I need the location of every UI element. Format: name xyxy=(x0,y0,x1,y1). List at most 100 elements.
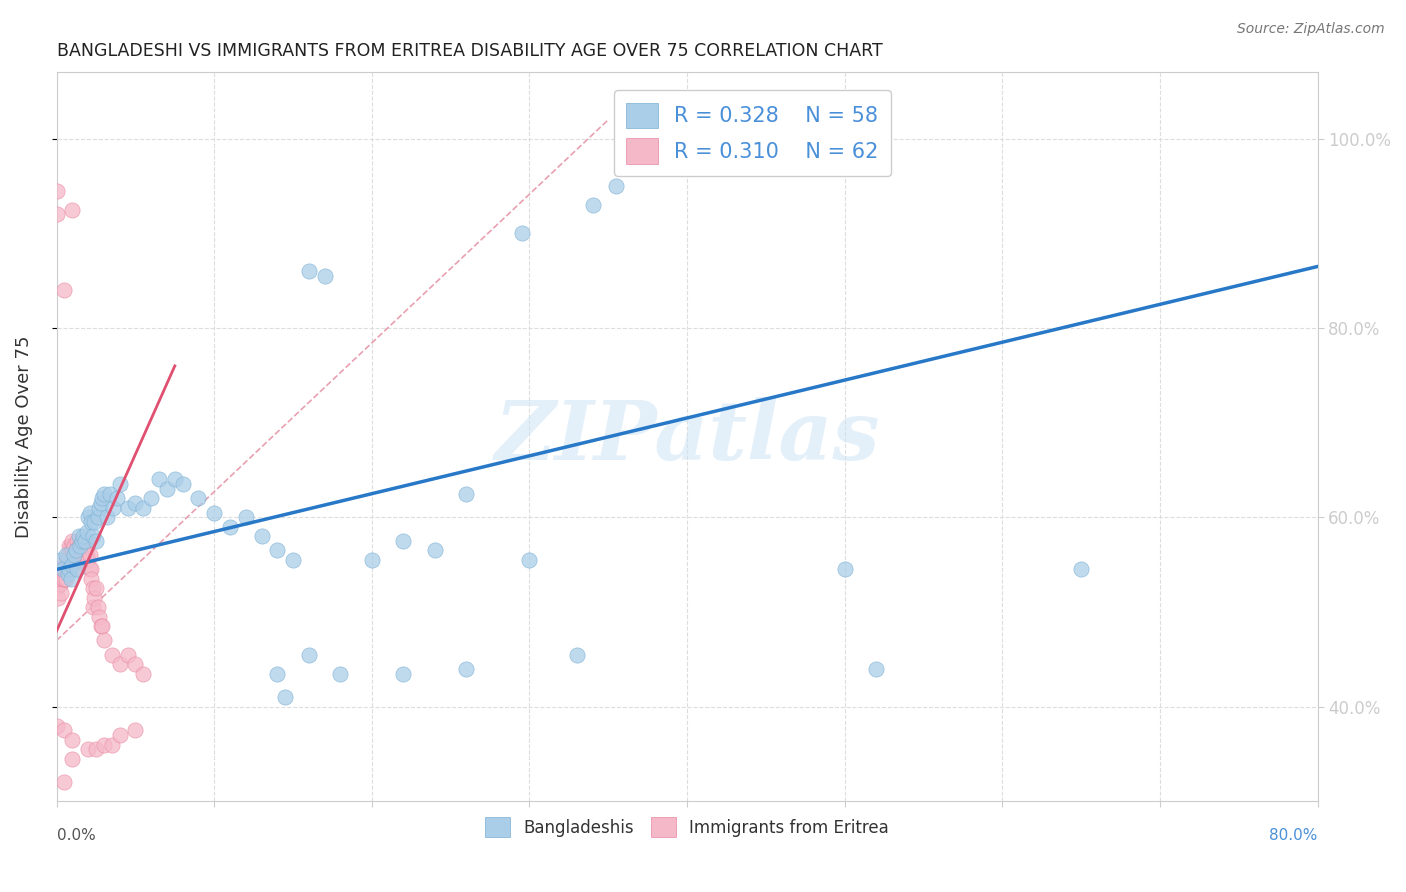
Point xyxy=(581,198,603,212)
Point xyxy=(51,586,73,600)
Point xyxy=(60,534,83,549)
Point xyxy=(148,473,170,487)
Point xyxy=(89,609,111,624)
Point xyxy=(55,572,77,586)
Point xyxy=(45,572,67,586)
Point xyxy=(77,742,100,756)
Point xyxy=(89,500,111,515)
Point xyxy=(101,648,124,662)
Point xyxy=(124,657,146,671)
Point xyxy=(93,633,115,648)
Point xyxy=(266,543,288,558)
Point xyxy=(49,576,72,591)
Point xyxy=(90,619,112,633)
Point xyxy=(77,534,100,549)
Point xyxy=(65,543,87,558)
Point xyxy=(1070,562,1092,576)
Point xyxy=(60,732,83,747)
Point xyxy=(298,264,321,278)
Point xyxy=(172,477,194,491)
Point xyxy=(63,548,86,562)
Point xyxy=(117,500,139,515)
Point xyxy=(76,524,98,539)
Point xyxy=(392,534,415,549)
Point xyxy=(52,572,75,586)
Point xyxy=(79,562,101,576)
Point xyxy=(45,207,67,221)
Point xyxy=(82,529,104,543)
Point xyxy=(519,553,541,567)
Point xyxy=(834,562,856,576)
Point xyxy=(76,548,98,562)
Point xyxy=(65,553,87,567)
Point xyxy=(266,666,288,681)
Point xyxy=(53,572,76,586)
Point xyxy=(565,648,588,662)
Point xyxy=(46,591,69,605)
Point xyxy=(314,268,336,283)
Point xyxy=(86,510,108,524)
Point xyxy=(63,539,86,553)
Point xyxy=(124,496,146,510)
Point xyxy=(66,543,89,558)
Point xyxy=(60,202,83,217)
Point xyxy=(80,515,103,529)
Point xyxy=(58,539,80,553)
Point xyxy=(141,491,163,506)
Point xyxy=(132,666,155,681)
Point xyxy=(86,600,108,615)
Point xyxy=(58,553,80,567)
Point xyxy=(329,666,352,681)
Point xyxy=(103,500,125,515)
Point xyxy=(108,728,131,742)
Point xyxy=(51,562,73,576)
Legend: Bangladeshis, Immigrants from Eritrea: Bangladeshis, Immigrants from Eritrea xyxy=(478,810,896,844)
Point xyxy=(82,582,104,596)
Point xyxy=(865,662,887,676)
Point xyxy=(187,491,209,506)
Point xyxy=(49,576,72,591)
Point xyxy=(73,534,96,549)
Y-axis label: Disability Age Over 75: Disability Age Over 75 xyxy=(15,335,32,538)
Point xyxy=(73,534,96,549)
Point xyxy=(53,775,76,789)
Point xyxy=(59,553,82,567)
Point xyxy=(91,619,114,633)
Point xyxy=(91,491,114,506)
Point xyxy=(67,539,90,553)
Point xyxy=(73,548,96,562)
Point xyxy=(53,723,76,738)
Point xyxy=(63,562,86,576)
Point xyxy=(456,486,478,500)
Point xyxy=(52,562,75,576)
Point xyxy=(235,510,257,524)
Point xyxy=(53,283,76,297)
Point xyxy=(108,477,131,491)
Point xyxy=(101,738,124,752)
Point xyxy=(105,491,128,506)
Point xyxy=(67,529,90,543)
Point xyxy=(84,742,107,756)
Point xyxy=(423,543,446,558)
Point xyxy=(70,548,93,562)
Point xyxy=(392,666,415,681)
Point xyxy=(510,227,533,241)
Point xyxy=(53,562,76,576)
Point xyxy=(360,553,382,567)
Point xyxy=(45,184,67,198)
Point xyxy=(59,572,82,586)
Point xyxy=(70,534,93,549)
Point xyxy=(298,648,321,662)
Point xyxy=(70,539,93,553)
Point xyxy=(90,496,112,510)
Point xyxy=(55,553,77,567)
Point xyxy=(55,548,77,562)
Point xyxy=(46,562,69,576)
Point xyxy=(76,539,98,553)
Point xyxy=(72,534,94,549)
Text: 80.0%: 80.0% xyxy=(1270,828,1317,843)
Point xyxy=(79,506,101,520)
Point xyxy=(80,572,103,586)
Point xyxy=(605,179,627,194)
Point xyxy=(45,582,67,596)
